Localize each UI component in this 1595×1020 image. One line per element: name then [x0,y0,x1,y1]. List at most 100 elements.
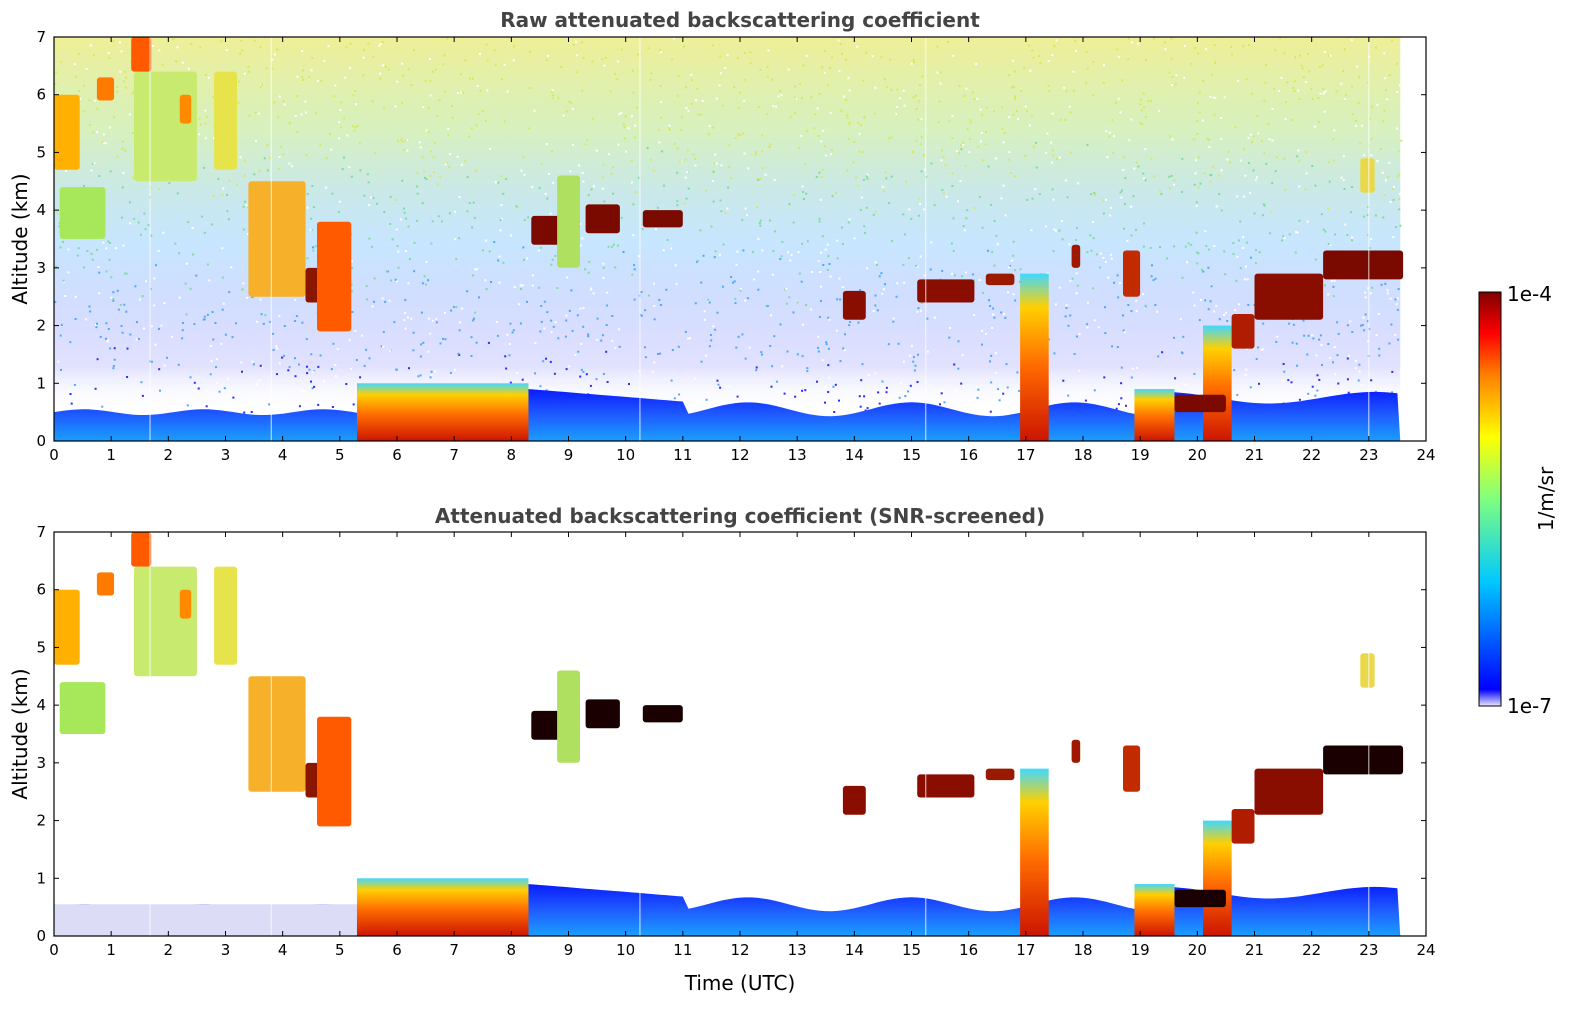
y-tick-label: 1 [36,374,46,392]
x-tick-label: 10 [616,941,635,959]
cloud-layer [842,785,866,815]
cloud-layer [1071,739,1081,763]
x-tick-label: 2 [164,446,174,464]
cirrus-layer [54,94,80,170]
x-tick-label: 7 [449,446,459,464]
cloud-layer [1323,250,1404,280]
cloud-layer [1231,809,1255,844]
y-tick-label: 6 [36,581,46,599]
x-tick-label: 16 [959,941,978,959]
cloud-layer [1254,273,1324,320]
cirrus-layer [248,181,306,297]
x-tick-label: 3 [221,941,231,959]
x-tick-label: 6 [392,446,402,464]
x-tick-label: 4 [278,446,288,464]
cloud-layer [1323,745,1404,775]
plot-area [54,532,1426,936]
x-tick-label: 13 [788,941,807,959]
cloud-layer [917,279,975,303]
x-tick-label: 11 [673,941,692,959]
cloud-layer [642,705,683,723]
cirrus-layer [214,71,237,170]
cloud-layer [1071,244,1081,268]
x-tick-label: 8 [507,941,517,959]
aerosol-plume [1020,768,1049,936]
axis-ticks: 0 1 2 3 4 5 6 7 8 9 10 11 12 13 14 15 16 17 18 19 20 21 22 23 24… [36,523,1435,959]
x-tick-label: 19 [1131,941,1150,959]
cirrus-layer [134,71,197,182]
x-tick-label: 18 [1073,446,1092,464]
colorbar: 1e-4 1e-7 1/m/sr [1478,282,1558,718]
x-tick-label: 21 [1245,446,1264,464]
cloud-layer [585,204,620,234]
cloud-layer [917,774,975,798]
x-tick-label: 4 [278,941,288,959]
y-tick-label: 7 [36,523,46,541]
plot-area [54,37,1426,441]
colorbar-unit-label: 1/m/sr [1534,466,1558,531]
aerosol-plume [1203,325,1232,441]
x-tick-label: 10 [616,446,635,464]
cirrus-layer [131,532,152,567]
x-tick-label: 9 [564,446,574,464]
x-tick-label: 13 [788,446,807,464]
x-tick-label: 19 [1131,446,1150,464]
y-tick-label: 5 [36,638,46,656]
colorbar-min-label: 1e-7 [1507,694,1552,718]
x-tick-label: 17 [1016,941,1035,959]
aerosol-plume [1020,273,1049,441]
y-tick-label: 0 [36,432,46,450]
cloud-layer [1254,768,1324,815]
x-tick-label: 24 [1416,446,1435,464]
cloud-layer [557,175,580,268]
cloud-layer [1360,653,1375,688]
x-tick-label: 24 [1416,941,1435,959]
x-tick-label: 15 [902,941,921,959]
y-tick-label: 3 [36,259,46,277]
y-axis-label: Altitude (km) [8,668,32,799]
x-tick-label: 8 [507,446,517,464]
x-tick-label: 14 [845,446,864,464]
cirrus-layer [59,682,106,734]
y-axis-label: Altitude (km) [8,173,32,304]
colorbar-gradient [1478,291,1502,707]
cloud-layer [985,273,1015,286]
x-axis-label: Time (UTC) [684,971,796,995]
x-tick-label: 11 [673,446,692,464]
x-tick-label: 5 [335,941,345,959]
x-tick-label: 0 [49,941,59,959]
cirrus-layer [214,566,237,665]
axis-ticks: 0 1 2 3 4 5 6 7 8 9 10 11 12 13 14 15 16 17 18 19 20 21 22 23 24… [36,28,1435,464]
x-tick-label: 1 [106,941,116,959]
cirrus-layer [96,572,115,596]
cirrus-layer [131,37,152,72]
x-tick-label: 6 [392,941,402,959]
cloud-layer [531,710,563,740]
y-tick-label: 6 [36,86,46,104]
cloud-layer [642,210,683,228]
y-tick-label: 2 [36,317,46,335]
y-tick-label: 4 [36,696,46,714]
cloud-layer [1123,745,1141,792]
cirrus-layer [134,566,197,677]
cloud-layer [557,670,580,763]
y-tick-label: 1 [36,869,46,887]
x-tick-label: 21 [1245,941,1264,959]
x-tick-label: 17 [1016,446,1035,464]
aerosol-plume [356,878,529,936]
cloud-layer [842,290,866,320]
cirrus-layer [179,589,192,619]
surface-layer [54,904,357,936]
x-tick-label: 5 [335,446,345,464]
x-tick-label: 16 [959,446,978,464]
x-tick-label: 18 [1073,941,1092,959]
cloud-layer [1231,314,1255,349]
x-tick-label: 12 [730,446,749,464]
y-tick-label: 2 [36,812,46,830]
cloud-layer [1123,250,1141,297]
cloud-layer [1174,394,1226,413]
panel-title: Raw attenuated backscattering coefficien… [500,8,980,32]
x-tick-label: 7 [449,941,459,959]
cloud-layer [531,215,563,245]
